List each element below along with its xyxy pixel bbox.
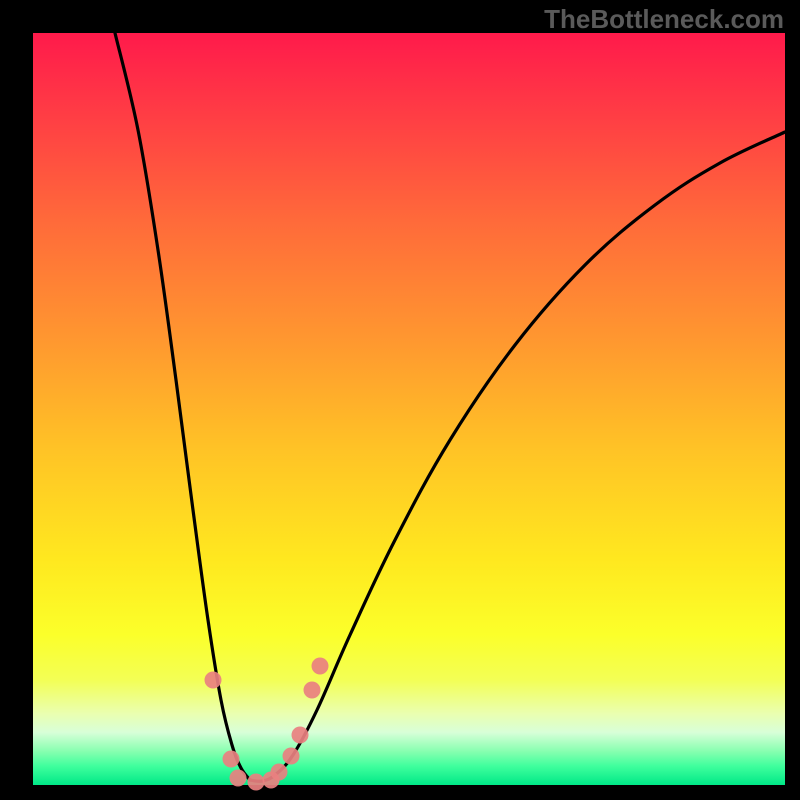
- data-marker: [205, 672, 222, 689]
- data-marker: [283, 748, 300, 765]
- data-marker: [304, 682, 321, 699]
- watermark-text: TheBottleneck.com: [544, 4, 784, 35]
- data-marker: [292, 727, 309, 744]
- data-marker: [271, 764, 288, 781]
- chart-container: TheBottleneck.com: [0, 0, 800, 800]
- bottleneck-curve-chart: [0, 0, 800, 800]
- data-marker: [248, 774, 265, 791]
- data-marker: [230, 770, 247, 787]
- data-marker: [312, 658, 329, 675]
- data-marker: [223, 751, 240, 768]
- chart-plot-background: [33, 33, 785, 785]
